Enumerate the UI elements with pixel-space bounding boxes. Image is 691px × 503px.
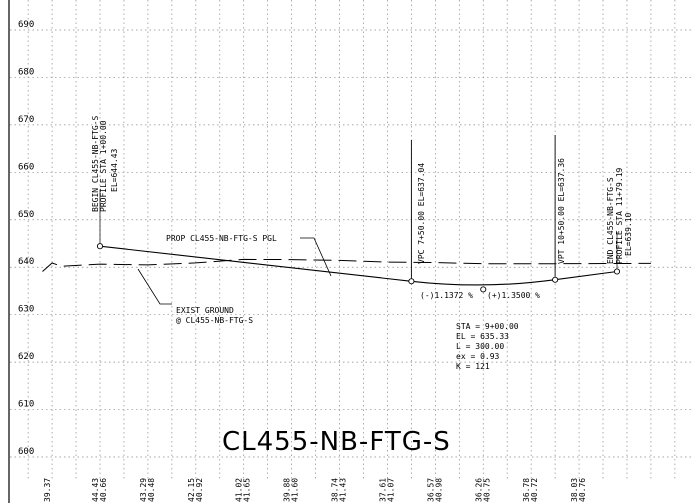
ground-elevation-label: 36.26 <box>474 478 483 502</box>
grade-in-label: (-)1.1372 % <box>420 291 473 300</box>
grade-elevation-label: 41.43 <box>339 478 348 502</box>
profile-markers <box>96 135 621 293</box>
elevation-label: 600 <box>18 447 34 457</box>
elevation-label: 660 <box>18 162 34 172</box>
grade-elevation-label: 40.75 <box>482 478 491 502</box>
ground-elevation-label: 36.78 <box>522 478 531 502</box>
grade-point <box>613 268 621 275</box>
profile-title: CL455-NB-FTG-S <box>222 427 451 457</box>
vpc-label: VPC 7+50.00 EL=637.04 <box>417 163 426 264</box>
exist-ground-label: EXIST GROUND <box>176 306 234 315</box>
elevation-label: 620 <box>18 352 34 362</box>
elevation-label: 630 <box>18 305 34 315</box>
curve-info-length: L = 300.00 <box>456 342 504 351</box>
elevation-label: 690 <box>18 20 34 30</box>
elevation-label: 640 <box>18 257 34 267</box>
elevation-label: 680 <box>18 67 34 77</box>
exist-ground-sublabel: @ CL455-NB-FTG-S <box>176 316 253 325</box>
ground-elevation-label: 41.02 <box>235 478 244 502</box>
ground-elevation-label: 38.74 <box>331 478 340 502</box>
vpt-label: VPT 10+50.00 EL=637.36 <box>557 158 566 264</box>
exist-ground-leader <box>137 268 172 305</box>
pvi-point <box>480 286 487 293</box>
end-label-line2: PROFILE STA 11+79.19 <box>615 167 624 264</box>
grade-point <box>552 276 559 283</box>
end-label-line3: EL=639.10 <box>624 212 633 256</box>
grade-elevation-label: 41.65 <box>243 478 252 502</box>
proposed-grade-line <box>99 245 618 286</box>
begin-label-line1: BEGIN CL455-NB-FTG-S <box>91 115 100 212</box>
grade-point <box>408 278 415 285</box>
ground-elevation-label: 39.37 <box>43 478 52 502</box>
elevation-labels: 690 680 670 660 650 640 630 620 610 600 <box>18 20 34 457</box>
elevation-label: 650 <box>18 210 34 220</box>
grade-out-label: (+)1.3500 % <box>487 291 540 300</box>
begin-label-line2: PROFILE STA 1+00.00 <box>99 120 108 212</box>
curve-info-k: K = 121 <box>456 362 490 371</box>
grade-elevation-label: 40.76 <box>578 478 587 502</box>
begin-label-line3: EL=644.43 <box>110 148 119 192</box>
grade-elevation-label: 40.72 <box>530 478 539 502</box>
curve-info-el: EL = 635.33 <box>456 332 509 341</box>
end-label-line1: END CL455-NB-FTG-S <box>606 177 615 264</box>
existing-ground-line <box>42 258 651 272</box>
ground-elevation-label: 39.88 <box>283 478 292 502</box>
elevation-label: 610 <box>18 400 34 410</box>
elevation-label: 670 <box>18 115 34 125</box>
curve-info-ex: ex = 0.93 <box>456 352 500 361</box>
pgl-label: PROP CL455-NB-FTG-S PGL <box>166 234 277 243</box>
grade-elevation-label: 40.66 <box>99 478 108 502</box>
ground-elevation-label: 43.29 <box>139 478 148 502</box>
ground-elevation-label: 38.03 <box>570 478 579 502</box>
ground-elevation-label: 44.43 <box>91 478 100 502</box>
grade-elevation-label: 41.07 <box>386 478 395 502</box>
ground-elevation-label: 42.15 <box>187 478 196 502</box>
grade-elevation-label: 40.92 <box>195 478 204 502</box>
ground-elevation-label: 36.57 <box>426 478 435 502</box>
grid <box>10 0 691 481</box>
curve-info-sta: STA = 9+00.00 <box>456 322 519 331</box>
grade-elevation-label: 41.60 <box>291 478 300 502</box>
grade-point <box>96 243 104 250</box>
grade-elevation-label: 40.98 <box>434 478 443 502</box>
station-elevation-labels: 39.37 44.43 40.66 43.29 40.48 42.15 40.92 41.02… <box>43 478 587 502</box>
grade-elevation-label: 40.48 <box>147 478 156 502</box>
ground-elevation-label: 37.61 <box>378 478 387 502</box>
pgl-leader <box>300 237 332 277</box>
